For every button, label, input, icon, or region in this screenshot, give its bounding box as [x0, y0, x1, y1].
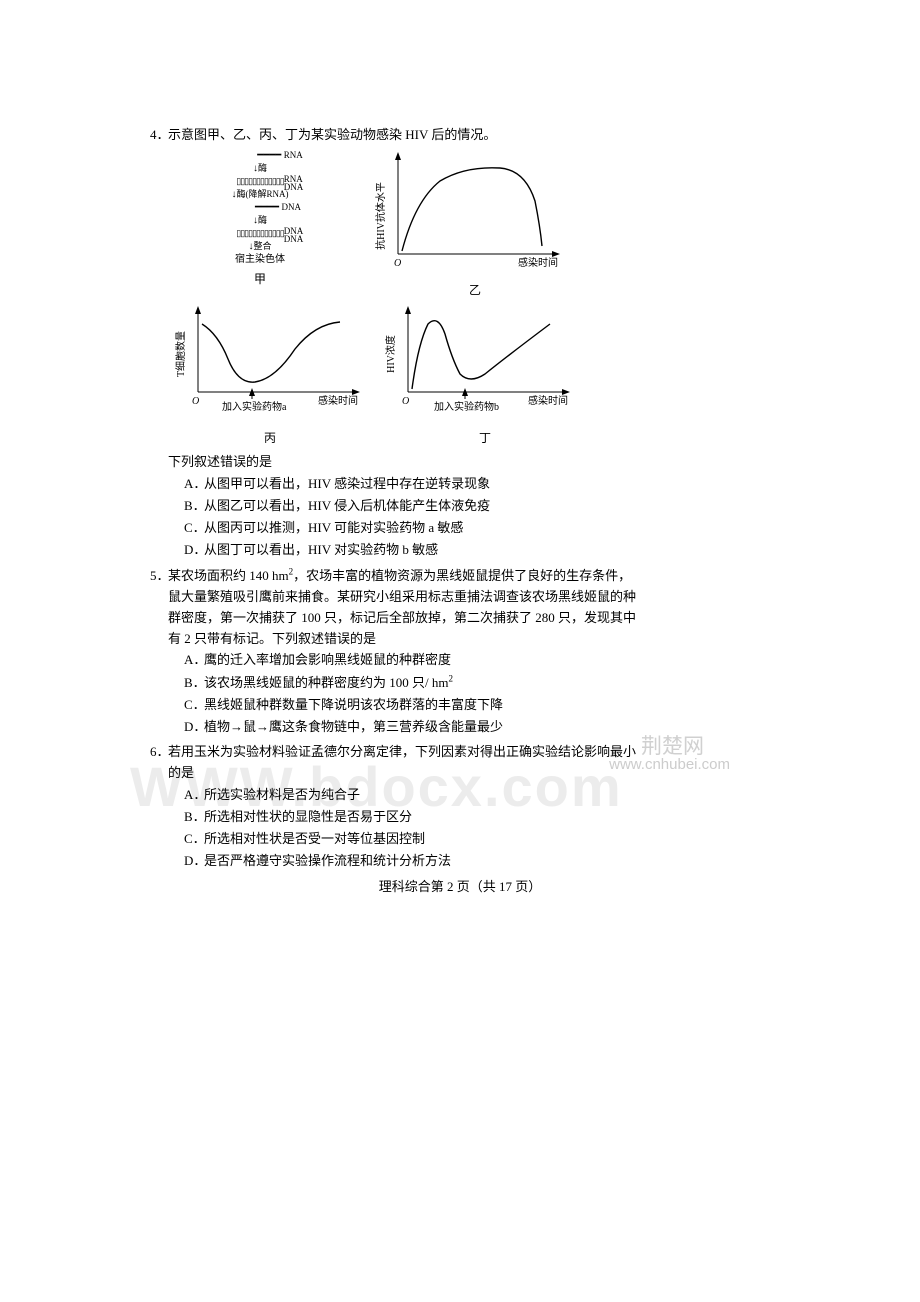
- diagram-ding: HIV浓度 O 加入实验药物b 感染时间 丁: [380, 304, 590, 446]
- q6-option-c: C．所选相对性状是否受一对等位基因控制: [184, 828, 770, 850]
- q4-opt-c-text: 从图丙可以推测，HIV 可能对实验药物 a 敏感: [204, 520, 463, 535]
- jia-integrate: 整合: [253, 241, 271, 251]
- bing-ylabel: T细胞数量: [174, 331, 187, 377]
- q4-number: 4．: [150, 125, 168, 146]
- q6-number: 6．: [150, 742, 168, 763]
- q4-option-a: A．从图甲可以看出，HIV 感染过程中存在逆转录现象: [184, 473, 770, 495]
- q4-substem: 下列叙述错误的是: [168, 452, 770, 473]
- q6-opt-b-text: 所选相对性状的显隐性是否易于区分: [204, 809, 412, 824]
- q6-opt-c-text: 所选相对性状是否受一对等位基因控制: [204, 831, 425, 846]
- bing-annotation: 加入实验药物a: [222, 400, 287, 413]
- bing-origin: O: [192, 396, 199, 407]
- q4-diagrams-row1: ━━━━ RNA ↓酶 ▯▯▯▯▯▯▯▯▯▯▯▯ RNADNA ↓酶(降解RNA…: [170, 146, 770, 298]
- q5-option-a: A．鹰的迁入率增加会影响黑线姬鼠的种群密度: [184, 649, 770, 671]
- q6-option-d: D．是否严格遵守实验操作流程和统计分析方法: [184, 850, 770, 872]
- q5-stem-line2: 鼠大量繁殖吸引鹰前来捕食。某研究小组采用标志重捕法调查该农场黑线姬鼠的种: [168, 587, 770, 608]
- jia-host: 宿主染色体: [170, 253, 350, 266]
- q5-l1: 某农场面积约 140 hm2，农场丰富的植物资源为黑线姬鼠提供了良好的生存条件，: [168, 568, 631, 583]
- q5-stem-line1: 5．某农场面积约 140 hm2，农场丰富的植物资源为黑线姬鼠提供了良好的生存条…: [150, 565, 770, 587]
- page-content: 4．示意图甲、乙、丙、丁为某实验动物感染 HIV 后的情况。 ━━━━ RNA …: [150, 125, 770, 895]
- yi-xlabel: 感染时间: [518, 256, 558, 269]
- chart-bing-svg: T细胞数量 O 加入实验药物a 感染时间: [170, 304, 370, 424]
- jia-enz1: 酶: [258, 163, 267, 173]
- yi-ylabel: 抗HIV抗体水平: [374, 182, 387, 250]
- q4-option-d: D．从图丁可以看出，HIV 对实验药物 b 敏感: [184, 539, 770, 561]
- question-5: 5．某农场面积约 140 hm2，农场丰富的植物资源为黑线姬鼠提供了良好的生存条…: [150, 565, 770, 738]
- q5-option-c: C．黑线姬鼠种群数量下降说明该农场群落的丰富度下降: [184, 694, 770, 716]
- q4-stem: 4．示意图甲、乙、丙、丁为某实验动物感染 HIV 后的情况。: [150, 125, 770, 146]
- ding-xlabel: 感染时间: [528, 394, 568, 407]
- yi-caption: 乙: [370, 281, 580, 298]
- q6-stem-line2: 的是: [168, 763, 770, 784]
- ding-ylabel: HIV浓度: [384, 335, 397, 373]
- q5-option-b: B．该农场黑线姬鼠的种群密度约为 100 只/ hm2: [184, 672, 770, 694]
- diagram-jia: ━━━━ RNA ↓酶 ▯▯▯▯▯▯▯▯▯▯▯▯ RNADNA ↓酶(降解RNA…: [170, 146, 350, 298]
- ding-annotation: 加入实验药物b: [434, 400, 499, 413]
- q6-option-b: B．所选相对性状的显隐性是否易于区分: [184, 806, 770, 828]
- q5-stem-line4: 有 2 只带有标记。下列叙述错误的是: [168, 629, 770, 650]
- q5-opt-d-text: 植物→鼠→鹰这条食物链中，第三营养级含能量最少: [204, 719, 503, 734]
- question-4: 4．示意图甲、乙、丙、丁为某实验动物感染 HIV 后的情况。 ━━━━ RNA …: [150, 125, 770, 561]
- q6-l1: 若用玉米为实验材料验证孟德尔分离定律，下列因素对得出正确实验结论影响最小: [168, 744, 636, 759]
- question-6: 6．若用玉米为实验材料验证孟德尔分离定律，下列因素对得出正确实验结论影响最小 的…: [150, 742, 770, 872]
- q4-opt-a-text: 从图甲可以看出，HIV 感染过程中存在逆转录现象: [204, 476, 490, 491]
- jia-dna: DNA: [282, 202, 302, 212]
- q6-option-a: A．所选实验材料是否为纯合子: [184, 784, 770, 806]
- diagram-bing: T细胞数量 O 加入实验药物a 感染时间 丙: [170, 304, 370, 446]
- page-footer: 理科综合第 2 页（共 17 页）: [150, 876, 770, 895]
- q5-opt-b-text: 该农场黑线姬鼠的种群密度约为 100 只/ hm2: [204, 675, 453, 690]
- q6-opt-d-text: 是否严格遵守实验操作流程和统计分析方法: [204, 853, 451, 868]
- ding-caption: 丁: [380, 429, 590, 446]
- jia-caption: 甲: [170, 270, 350, 287]
- q4-option-c: C．从图丙可以推测，HIV 可能对实验药物 a 敏感: [184, 517, 770, 539]
- q5-number: 5．: [150, 566, 168, 587]
- diagram-yi: 抗HIV抗体水平 O 感染时间 乙: [370, 146, 580, 298]
- q5-option-d: D．植物→鼠→鹰这条食物链中，第三营养级含能量最少: [184, 716, 770, 738]
- q5-opt-c-text: 黑线姬鼠种群数量下降说明该农场群落的丰富度下降: [204, 697, 503, 712]
- yi-origin: O: [394, 258, 401, 269]
- q4-opt-b-text: 从图乙可以看出，HIV 侵入后机体能产生体液免疫: [204, 498, 490, 513]
- jia-dnadna: DNADNA: [284, 226, 304, 244]
- q6-opt-a-text: 所选实验材料是否为纯合子: [204, 787, 360, 802]
- q4-opt-d-text: 从图丁可以看出，HIV 对实验药物 b 敏感: [204, 542, 438, 557]
- jia-rnadna: RNADNA: [284, 174, 304, 192]
- bing-caption: 丙: [170, 429, 370, 446]
- jia-enz3: 酶: [258, 215, 267, 225]
- jia-enz2: 酶(降解RNA): [237, 189, 289, 199]
- chart-ding-svg: HIV浓度 O 加入实验药物b 感染时间: [380, 304, 580, 424]
- q4-diagrams-row2: T细胞数量 O 加入实验药物a 感染时间 丙 HIV浓度: [170, 304, 770, 446]
- q5-opt-a-text: 鹰的迁入率增加会影响黑线姬鼠的种群密度: [204, 652, 451, 667]
- ding-origin: O: [402, 396, 409, 407]
- q5-stem-line3: 群密度，第一次捕获了 100 只，标记后全部放掉，第二次捕获了 280 只，发现…: [168, 608, 770, 629]
- chart-yi-svg: 抗HIV抗体水平 O 感染时间: [370, 146, 570, 276]
- q6-stem-line1: 6．若用玉米为实验材料验证孟德尔分离定律，下列因素对得出正确实验结论影响最小: [150, 742, 770, 763]
- bing-xlabel: 感染时间: [318, 394, 358, 407]
- q4-option-b: B．从图乙可以看出，HIV 侵入后机体能产生体液免疫: [184, 495, 770, 517]
- q4-stem-text: 示意图甲、乙、丙、丁为某实验动物感染 HIV 后的情况。: [168, 127, 496, 142]
- jia-rna: RNA: [284, 150, 303, 160]
